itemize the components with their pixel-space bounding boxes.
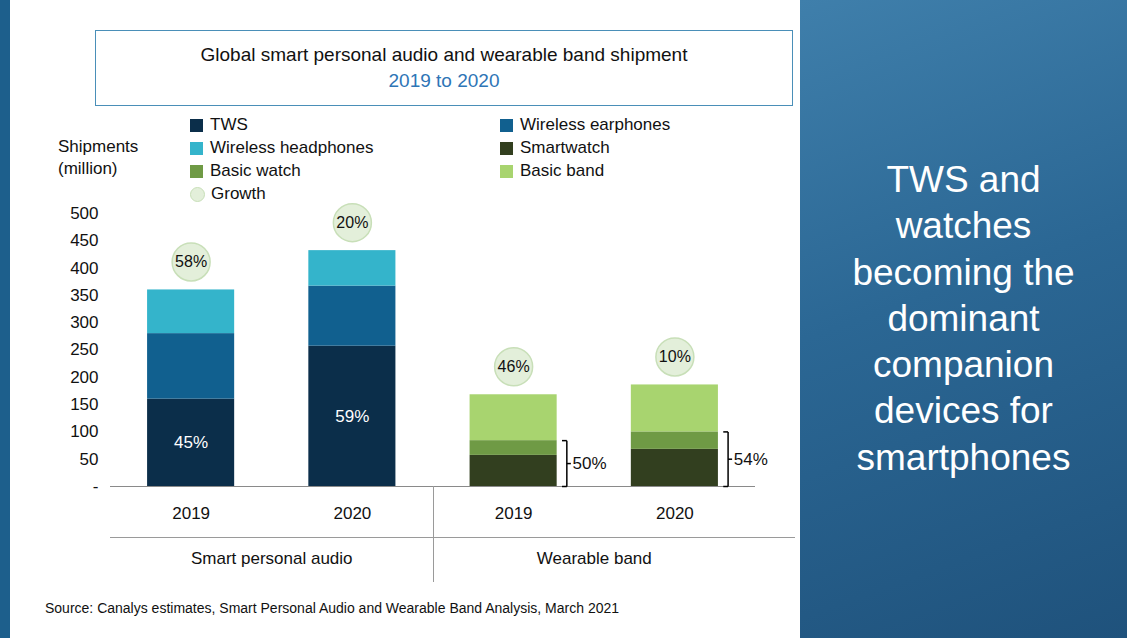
svg-text:50%: 50% — [572, 454, 606, 473]
html-text:Wireless earphones: Wireless earphones — [520, 115, 671, 134]
svg-text:54%: 54% — [734, 450, 768, 469]
svg-text:Smart personal audio: Smart personal audio — [191, 549, 353, 568]
svg-text:59%: 59% — [335, 407, 369, 426]
html-text:Growth: Growth — [211, 184, 266, 203]
svg-text:100: 100 — [70, 422, 98, 441]
html-text:Shipments (million): Shipments (million) — [58, 137, 139, 179]
svg-text:200: 200 — [70, 368, 98, 387]
svg-text:20%: 20% — [336, 214, 368, 231]
html-text:Wireless headphones: Wireless headphones — [210, 138, 374, 157]
svg-text:2020: 2020 — [656, 504, 694, 523]
svg-text:Wearable band: Wearable band — [537, 549, 652, 568]
svg-text:58%: 58% — [175, 253, 207, 270]
html-text:TWS and watches becoming the d: TWS and watches becoming the dominant co… — [852, 159, 1075, 478]
svg-text:2020: 2020 — [333, 504, 371, 523]
html-text:Basic band: Basic band — [520, 161, 605, 180]
svg-text:350: 350 — [70, 286, 98, 305]
svg-text:2019: 2019 — [495, 504, 533, 523]
svg-text:45%: 45% — [174, 433, 208, 452]
svg-text:150: 150 — [70, 395, 98, 414]
html-text:Smartwatch: Smartwatch — [520, 138, 610, 157]
svg-text:450: 450 — [70, 231, 98, 250]
svg-text:300: 300 — [70, 313, 98, 332]
svg-text:50: 50 — [80, 450, 99, 469]
html-text:Source: Canalys estimates, Sma: Source: Canalys estimates, Smart Persona… — [45, 600, 620, 616]
html-text:Basic watch: Basic watch — [210, 161, 301, 180]
svg-text:500: 500 — [70, 204, 98, 223]
html-text:2019 to 2020: 2019 to 2020 — [388, 70, 500, 91]
svg-text:2019: 2019 — [172, 504, 210, 523]
html-text:TWS: TWS — [210, 115, 248, 134]
svg-text:46%: 46% — [498, 358, 530, 375]
svg-text:250: 250 — [70, 340, 98, 359]
svg-text:-: - — [93, 477, 99, 496]
svg-text:10%: 10% — [659, 348, 691, 365]
html-text:Global smart personal audio an: Global smart personal audio and wearable… — [200, 44, 688, 65]
svg-text:400: 400 — [70, 259, 98, 278]
